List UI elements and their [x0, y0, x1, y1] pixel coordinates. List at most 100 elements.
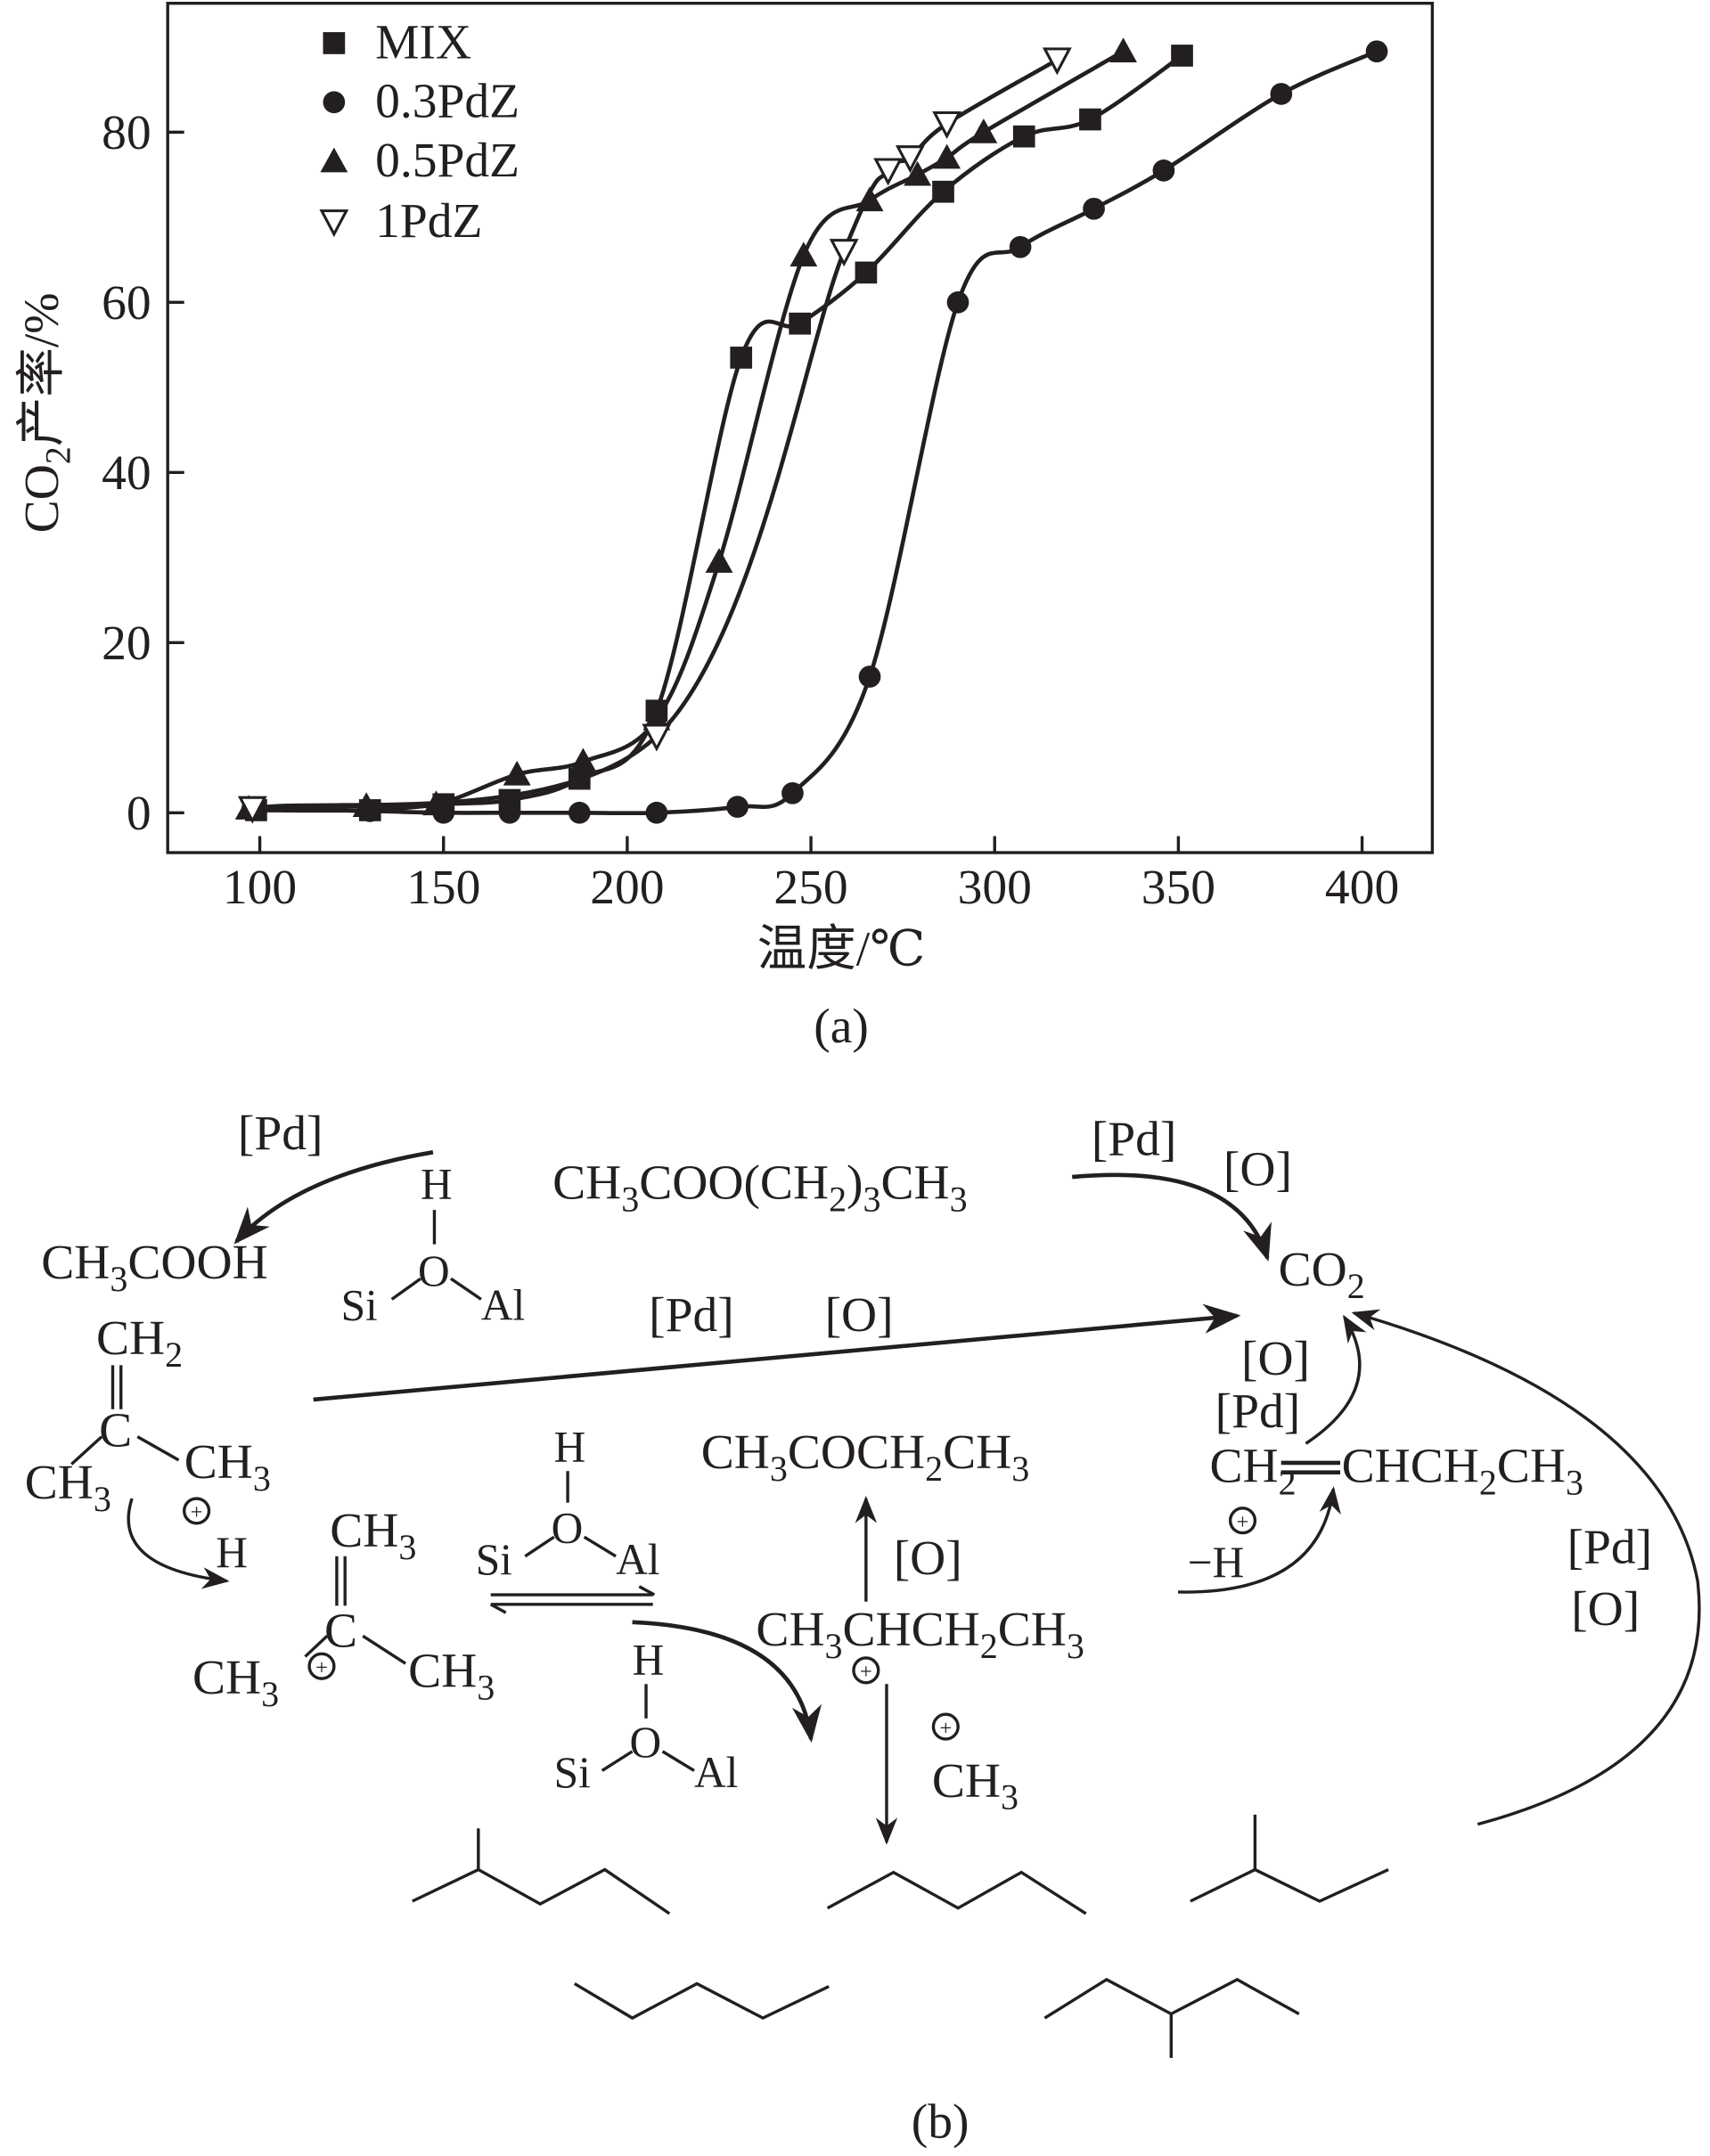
x-tick-label: 150 — [406, 861, 480, 915]
butene-chch2ch3: CHCH2CH3 — [1342, 1440, 1583, 1503]
alkane-3-methylpentane — [1043, 1977, 1300, 2020]
plus-circle — [1228, 1507, 1257, 1535]
data-point-0.3PdZ — [498, 801, 521, 824]
y-tick-label: 40 — [102, 446, 151, 501]
zeolite-si: Si — [341, 1280, 378, 1329]
minus-h-plus: + — [1237, 1510, 1249, 1534]
isobutene-ch2: CH2 — [96, 1311, 183, 1375]
x-axis-ticks: 100 150 200 250 300 350 400 — [223, 836, 1399, 915]
chart-panel-a: 0 20 40 60 80 100 150 200 250 300 350 400 MIX 0.3Pd… — [15, 1, 1435, 1054]
data-point-1PdZ — [642, 723, 672, 752]
data-point-0.5PdZ — [503, 760, 531, 786]
data-point-0.3PdZ — [1083, 197, 1105, 220]
data-point-0.5PdZ — [1109, 37, 1137, 63]
zeolite-al: Al — [616, 1535, 659, 1584]
y-axis-label: CO2产率/% — [15, 292, 78, 533]
zeolite-site-3: H O Si Al — [554, 1635, 739, 1796]
cation-plus: + — [315, 1655, 328, 1679]
data-point-0.3PdZ — [1152, 159, 1175, 182]
zeolite-site-1: H O Si Al — [341, 1160, 526, 1330]
data-point-0.3PdZ — [1009, 235, 1032, 258]
legend-label: MIX — [375, 15, 471, 69]
legend-marker-MIX — [323, 32, 346, 54]
label-o: [O] — [894, 1531, 962, 1586]
equilibrium-arrows — [489, 1585, 656, 1614]
zeolite-si: Si — [554, 1748, 591, 1797]
data-point-1PdZ — [873, 158, 904, 186]
zeolite-al: Al — [694, 1748, 738, 1797]
data-point-0.3PdZ — [568, 801, 591, 824]
data-point-0.5PdZ — [933, 143, 961, 169]
data-point-0.5PdZ — [970, 118, 998, 143]
x-tick-label: 200 — [590, 861, 664, 915]
arrow-butene-to-co2 — [1305, 1314, 1367, 1445]
co2: CO2 — [1279, 1243, 1365, 1306]
x-tick-label: 400 — [1325, 861, 1399, 915]
cation-c: C — [324, 1605, 357, 1659]
proton-h: H — [216, 1528, 248, 1577]
data-point-0.3PdZ — [946, 291, 970, 314]
alkane-butane — [573, 1981, 830, 2021]
series-markers — [234, 37, 1388, 824]
y-tick-label: 0 — [127, 787, 151, 841]
zeolite-o: O — [552, 1503, 584, 1552]
y-tick-label: 20 — [102, 617, 151, 671]
isobutene-ch3-right: CH3 — [184, 1435, 271, 1499]
acetic-acid: CH3COOH — [41, 1236, 267, 1299]
sec-butyl-cation: CH3CHCH2CH3 — [756, 1603, 1084, 1666]
cation-ch3-left: CH3 — [192, 1651, 279, 1714]
data-point-1PdZ — [895, 145, 925, 174]
label-pd: [Pd] — [1567, 1521, 1653, 1575]
x-tick-label: 250 — [773, 861, 847, 915]
label-pd: [Pd] — [1092, 1112, 1177, 1166]
zeolite-h: H — [421, 1160, 453, 1209]
sec-butyl-plus: + — [860, 1660, 872, 1684]
legend-label: 1PdZ — [375, 194, 482, 249]
x-tick-label: 100 — [223, 861, 297, 915]
data-point-1PdZ — [1042, 47, 1072, 76]
data-point-1PdZ — [932, 110, 962, 140]
data-point-0.5PdZ — [422, 790, 450, 816]
butyl-acetate: CH3COO(CH2)3CH3 — [552, 1156, 968, 1220]
data-point-0.3PdZ — [726, 796, 749, 818]
data-point-0.5PdZ — [790, 241, 818, 267]
label-o: [O] — [1571, 1582, 1640, 1637]
zeolite-al: Al — [481, 1280, 525, 1329]
alkane-2-methylpentane — [412, 1867, 671, 1915]
data-point-0.3PdZ — [781, 781, 804, 804]
isobutene-ch3-left: CH3 — [25, 1456, 111, 1519]
data-point-0.3PdZ — [645, 801, 668, 824]
plus-circle — [183, 1497, 211, 1525]
data-point-MIX — [789, 312, 812, 335]
label-o: [O] — [1241, 1332, 1310, 1386]
series-line-1PdZ — [251, 58, 1059, 811]
arrow-deprotonation — [1177, 1486, 1341, 1594]
data-point-MIX — [855, 261, 878, 284]
reaction-scheme-panel-b: [Pd] H O Si Al CH3COO(CH2)3CH3 [Pd] [O] … — [25, 1107, 1701, 2149]
zeolite-o: O — [630, 1718, 662, 1767]
zeolite-o: O — [418, 1246, 450, 1295]
alkane-pentane — [826, 1870, 1087, 1915]
arrow-alkylation — [632, 1620, 822, 1744]
data-point-MIX — [1079, 108, 1101, 131]
legend-marker-1PdZ — [319, 209, 349, 238]
proton-plus: + — [191, 1500, 203, 1524]
data-point-0.3PdZ — [858, 666, 881, 688]
y-tick-label: 80 — [102, 106, 151, 160]
data-point-MIX — [730, 347, 753, 369]
zeolite-si: Si — [476, 1535, 512, 1584]
data-point-MIX — [932, 180, 954, 203]
series-line-0.3PdZ — [252, 49, 1378, 816]
data-point-0.5PdZ — [705, 548, 733, 573]
isobutene-c: C — [99, 1403, 132, 1458]
y-tick-label: 60 — [102, 276, 151, 331]
data-point-0.5PdZ — [904, 160, 932, 186]
legend-label: 0.3PdZ — [375, 75, 520, 129]
data-point-MIX — [1171, 45, 1193, 67]
plot-frame — [166, 1, 1435, 854]
data-point-1PdZ — [829, 239, 859, 267]
label-o: [O] — [825, 1288, 894, 1343]
methyl-cation: CH3 — [932, 1754, 1019, 1817]
